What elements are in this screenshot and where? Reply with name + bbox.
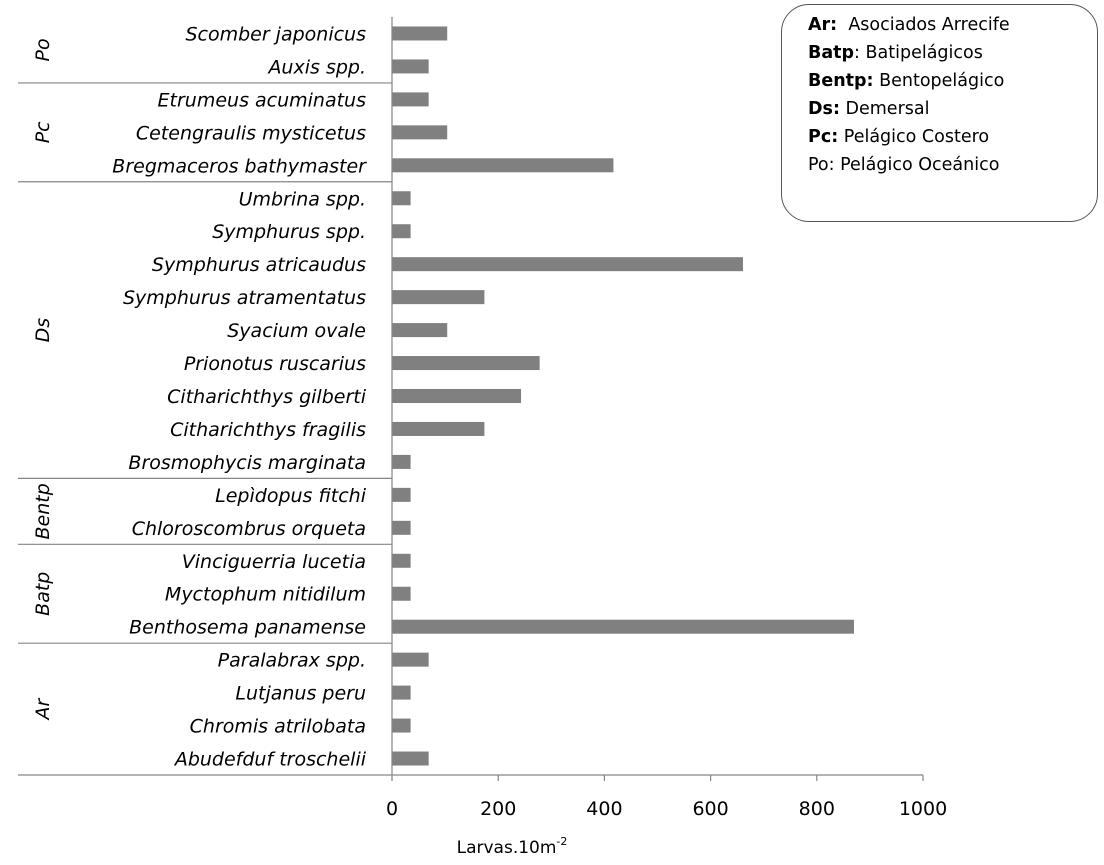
- legend-text: Pelágico Costero: [838, 127, 990, 147]
- category-label: Vinciguerria lucetia: [182, 551, 366, 573]
- legend-key: Bentp:: [808, 71, 874, 91]
- category-label: Syacium ovale: [227, 320, 366, 342]
- category-label: Symphurus atricaudus: [152, 254, 366, 276]
- bar: [392, 751, 429, 766]
- legend-text: Po: Pelágico Oceánico: [808, 155, 1000, 175]
- legend-entry: Ar: Asociados Arrecife: [808, 11, 1097, 39]
- x-tick-label: 0: [386, 798, 398, 820]
- group-label: Po: [32, 38, 54, 61]
- bar: [392, 356, 540, 371]
- category-label: Symphurus atramentatus: [123, 287, 366, 309]
- axes: 0 200 400 600 800 1000: [18, 17, 947, 820]
- category-label: Symphurus spp.: [212, 221, 366, 243]
- group-label: Pc: [32, 121, 54, 143]
- legend-entry: Ds: Demersal: [808, 95, 1097, 123]
- category-label: Chromis atrilobata: [190, 716, 366, 738]
- legend-entry: Po: Pelágico Oceánico: [808, 151, 1097, 179]
- x-tick-label: 400: [586, 798, 622, 820]
- bar: [392, 92, 429, 107]
- bars-layer: [392, 26, 854, 766]
- bar: [392, 685, 411, 700]
- category-label: Abudefduf troschelii: [173, 749, 367, 771]
- bar: [392, 421, 485, 436]
- category-label: Brosmophycis marginata: [128, 452, 366, 474]
- category-label: Umbrina spp.: [239, 188, 366, 210]
- legend-text: Asociados Arrecife: [837, 15, 1010, 35]
- category-label: Myctophum nitidilum: [165, 584, 366, 606]
- bar: [392, 586, 411, 601]
- category-label: Paralabrax spp.: [218, 650, 366, 672]
- category-label: Prionotus ruscarius: [184, 353, 366, 375]
- x-tick-label: 600: [692, 798, 728, 820]
- bar: [392, 718, 411, 733]
- legend-entry: Pc: Pelágico Costero: [808, 123, 1097, 151]
- bar: [392, 619, 854, 634]
- bar: [392, 257, 743, 272]
- legend-entry: Bentp: Bentopelágico: [808, 67, 1097, 95]
- group-label: Bentp: [32, 483, 54, 539]
- bar: [392, 553, 411, 568]
- category-label: Cetengraulis mysticetus: [136, 122, 366, 144]
- category-label: Scomber japonicus: [185, 23, 366, 45]
- legend-key: Ar:: [808, 15, 838, 35]
- category-label: Citharichthys fragilis: [170, 419, 366, 441]
- legend-text: : Batipelágicos: [854, 43, 983, 63]
- bar: [392, 389, 522, 403]
- group-label: Ar: [32, 697, 54, 721]
- legend-key: Batp: [808, 43, 855, 63]
- bar: [392, 26, 448, 41]
- category-label: Chloroscombrus orqueta: [132, 518, 366, 540]
- category-labels: Scomber japonicus Auxis spp. Etrumeus acum…: [112, 23, 367, 770]
- bar: [392, 224, 411, 239]
- bar: [392, 290, 485, 305]
- legend: Ar: Asociados Arrecife Batp: Batipelágico…: [781, 4, 1098, 222]
- category-label: Auxis spp.: [266, 56, 366, 78]
- x-tick-label: 200: [480, 798, 516, 820]
- category-label: Lutjanus peru: [235, 683, 366, 705]
- x-tick-label: 800: [799, 798, 835, 820]
- legend-entry: Batp: Batipelágicos: [808, 39, 1097, 67]
- x-axis-title: Larvas.10m-2: [457, 835, 568, 858]
- group-label: Ds: [32, 318, 54, 343]
- category-label: Lepìdopus fitchi: [215, 485, 367, 507]
- group-brackets: Po Pc Ds Bentp Batp Ar: [18, 38, 392, 721]
- category-label: Etrumeus acuminatus: [158, 89, 367, 111]
- bar: [392, 158, 614, 173]
- legend-key: Pc:: [808, 127, 839, 147]
- category-label: Bregmaceros bathymaster: [112, 155, 367, 177]
- bar: [392, 59, 429, 74]
- bar: [392, 652, 429, 667]
- bar: [392, 125, 448, 140]
- group-label: Batp: [32, 572, 54, 616]
- bar: [392, 520, 411, 535]
- bar: [392, 323, 448, 338]
- bar: [392, 487, 411, 502]
- x-tick-label: 1000: [899, 798, 947, 820]
- legend-text: Bentopelágico: [873, 71, 1005, 91]
- category-label: Citharichthys gilberti: [167, 386, 367, 408]
- category-label: Benthosema panamense: [129, 617, 366, 639]
- bar: [392, 454, 411, 469]
- bar: [392, 191, 411, 206]
- legend-key: Ds:: [808, 99, 840, 119]
- legend-text: Demersal: [839, 99, 930, 119]
